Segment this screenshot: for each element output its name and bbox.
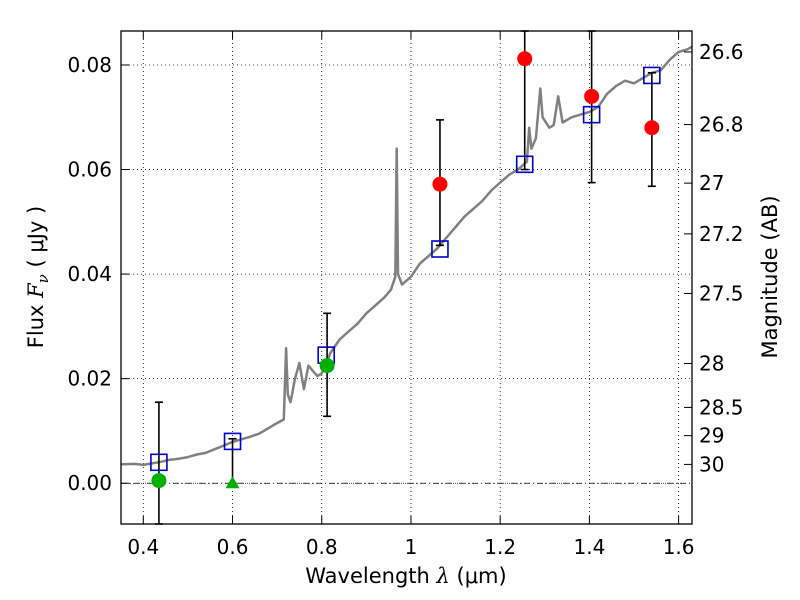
model-point (223, 432, 242, 451)
model-point (643, 66, 661, 85)
grid (121, 31, 692, 524)
plot-frame (120, 30, 693, 525)
observed-point (319, 358, 335, 374)
x-axis-title-prefix: Wavelength (305, 564, 436, 588)
y-axis-title-prefix: Flux (24, 298, 48, 348)
y2-axis-title: Magnitude (AB) (758, 195, 782, 358)
y-axis-title-subscript: ν (34, 274, 52, 283)
y-tick-label: 0.04 (67, 262, 112, 286)
observed-points (151, 51, 660, 489)
observed-point (517, 51, 533, 67)
y2-tick-label: 27 (699, 171, 724, 195)
x-tick-label: 0.4 (127, 535, 159, 559)
model-point (431, 240, 449, 258)
ticks: 0.4 0.6 0.8 1 1.2 1.4 1.6 0.00 0.02 0.04 0.06 0.08 2… (67, 31, 744, 559)
y-axis-title-symbol: F (24, 282, 48, 299)
x-tick-label: 1.6 (663, 535, 695, 559)
y-tick-label: 0.08 (67, 53, 112, 77)
y-tick-label: 0.00 (67, 471, 112, 495)
x-axis-title-unit: (μm) (450, 564, 507, 588)
y2-tick-label: 27.2 (699, 222, 744, 246)
x-tick-label: 0.8 (306, 535, 338, 559)
y2-tick-label: 27.5 (699, 281, 744, 305)
spectrum-series (120, 45, 693, 467)
model-point (515, 155, 534, 174)
y2-tick-label: 28 (699, 352, 724, 376)
observed-point (432, 176, 448, 192)
y2-tick-label: 29 (699, 424, 724, 448)
y2-tick-label: 26.8 (699, 113, 744, 137)
x-axis-title-symbol: λ (436, 564, 450, 588)
x-tick-label: 1 (405, 535, 418, 559)
spectrum-line (120, 45, 693, 467)
y-axis-title: Flux Fν ( μJy ) (24, 206, 52, 348)
y-axis-title-unit: ( μJy ) (24, 206, 48, 274)
model-points (150, 66, 661, 472)
y2-tick-label: 30 (699, 452, 724, 476)
observed-point (151, 473, 167, 489)
x-tick-label: 1.2 (484, 535, 516, 559)
y2-tick-label: 26.6 (699, 40, 744, 64)
y-tick-label: 0.02 (67, 367, 112, 391)
y-tick-label: 0.06 (67, 158, 112, 182)
x-axis-title: Wavelength λ (μm) (305, 564, 506, 588)
observed-point-triangle (225, 476, 240, 489)
x-tick-label: 0.6 (217, 535, 249, 559)
model-point (150, 453, 168, 472)
observed-point (644, 120, 660, 136)
x-tick-label: 1.4 (573, 535, 605, 559)
model-point (582, 105, 601, 124)
observed-point (584, 88, 600, 104)
y2-tick-label: 28.5 (699, 395, 744, 419)
